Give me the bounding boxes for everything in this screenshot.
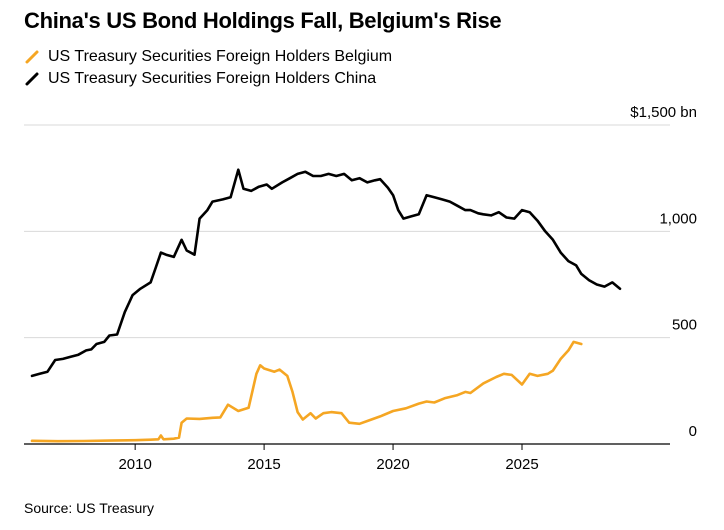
legend: US Treasury Securities Foreign Holders B… [24,46,392,90]
chart-title: China's US Bond Holdings Fall, Belgium's… [24,8,502,33]
x-axis: 2010 2015 2020 2025 [24,443,670,473]
series-lines [30,168,622,443]
source-note: Source: US Treasury [24,500,154,516]
legend-item-belgium: US Treasury Securities Foreign Holders B… [24,46,392,68]
grid-lines [24,124,670,339]
x-tick-label-1: 2015 [247,456,280,473]
belgium-line-swatch-icon [25,50,39,64]
china-line-swatch-icon [25,72,39,86]
y-tick-label-3: $1,500 bn [630,104,697,121]
y-tick-label-0: 0 [689,423,697,440]
y-tick-label-2: 1,000 [659,210,697,227]
series-line-belgium [30,340,583,443]
y-axis-tick-labels: 0 500 1,000 $1,500 bn [630,104,697,440]
y-tick-label-1: 500 [672,317,697,334]
x-tick-label-0: 2010 [118,456,151,473]
legend-label-belgium: US Treasury Securities Foreign Holders B… [48,48,393,65]
legend-label-china: US Treasury Securities Foreign Holders C… [48,70,377,87]
x-tick-label-3: 2025 [505,456,538,473]
legend-item-china: US Treasury Securities Foreign Holders C… [24,68,392,90]
series-line-china [30,168,622,378]
x-tick-label-2: 2020 [376,456,409,473]
